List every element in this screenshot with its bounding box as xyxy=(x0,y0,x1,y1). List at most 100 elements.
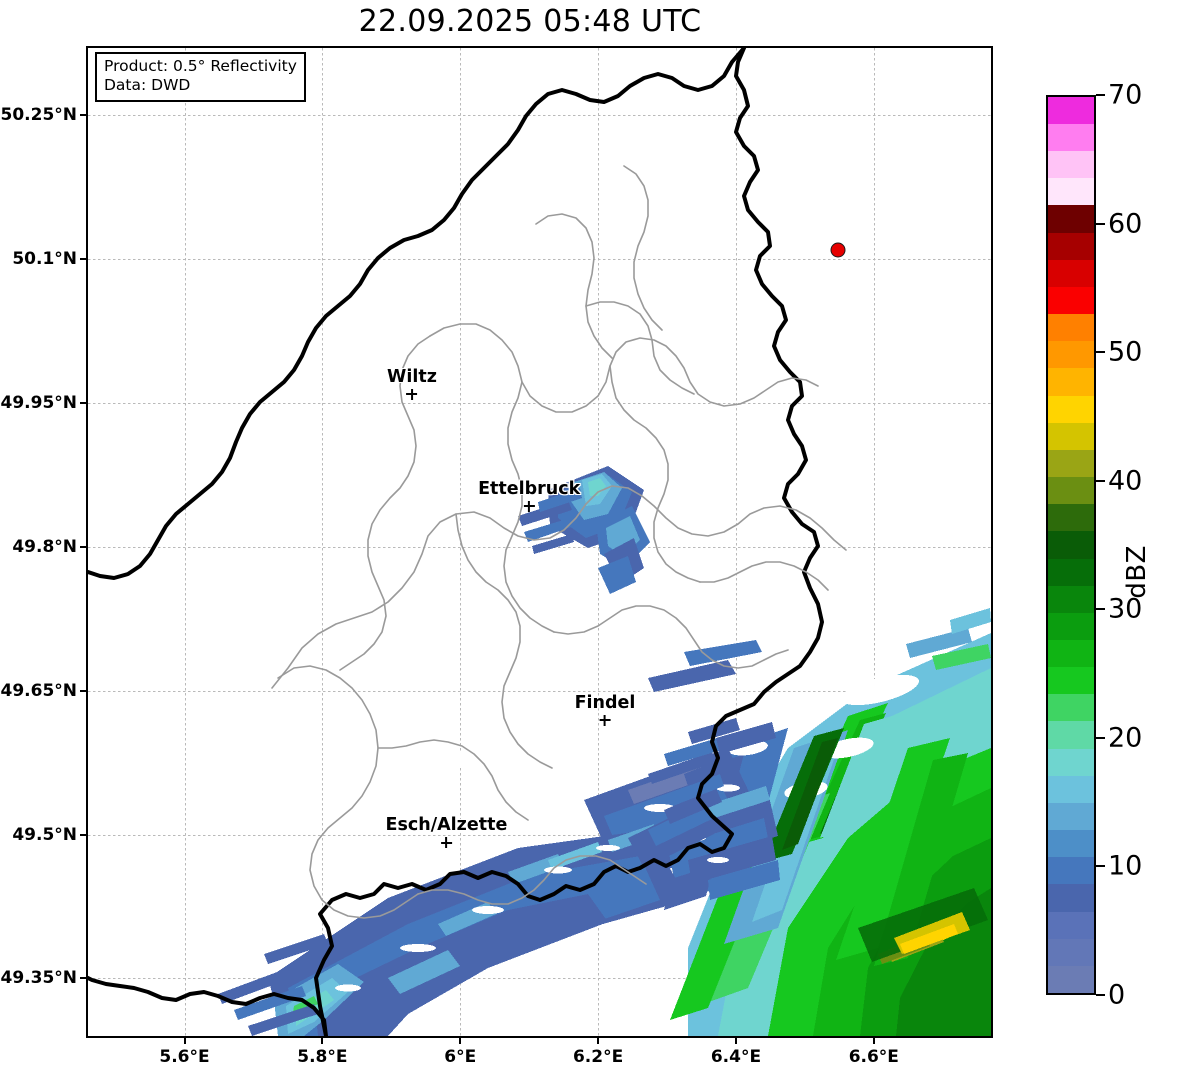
colorbar-band-24 xyxy=(1048,314,1094,342)
colorbar-tick-mark-5 xyxy=(1096,351,1105,354)
colorbar-band-1 xyxy=(1048,938,1094,966)
gridline-lon-5 xyxy=(873,48,875,1036)
colorbar-band-31 xyxy=(1048,124,1094,152)
colorbar-axis-label: dBZ xyxy=(1122,545,1152,599)
colorbar-band-18 xyxy=(1048,477,1094,505)
lon-tick-label-4: 6.4°E xyxy=(710,1047,762,1067)
gridline-lon-4 xyxy=(735,48,737,1036)
lon-tick-label-1: 5.8°E xyxy=(297,1047,348,1067)
colorbar-band-19 xyxy=(1048,449,1094,478)
colorbar-band-17 xyxy=(1048,504,1094,532)
colorbar-band-0 xyxy=(1048,965,1094,993)
colorbar[interactable]: 0 10 20 30 40 50 60 70 xyxy=(1046,80,1142,1011)
lon-tick-label-3: 6.2°E xyxy=(572,1047,624,1067)
radar-site-marker[interactable] xyxy=(830,242,846,258)
lat-tick-mark-3 xyxy=(80,545,86,548)
echo-southeast xyxy=(428,608,991,1036)
lon-tick-mark-5 xyxy=(872,1038,875,1044)
lat-tick-mark-0 xyxy=(80,114,86,117)
colorbar-tick-label-6: 60 xyxy=(1108,208,1143,240)
gridline-lat-5 xyxy=(88,834,991,836)
echo-ettelbruck xyxy=(518,466,650,594)
gridline-lon-1 xyxy=(322,48,324,1036)
colorbar-tick-mark-7 xyxy=(1096,94,1105,96)
lon-tick-label-5: 6.6°E xyxy=(848,1047,899,1067)
lon-tick-label-2: 6°E xyxy=(444,1047,477,1067)
lat-tick-mark-2 xyxy=(80,401,86,404)
lon-tick-mark-1 xyxy=(321,1038,324,1044)
lon-tick-mark-3 xyxy=(597,1038,600,1044)
colorbar-tick-mark-2 xyxy=(1096,736,1105,739)
lat-tick-label-3: 49.8°N xyxy=(12,536,77,557)
colorbar-band-29 xyxy=(1048,178,1094,206)
colorbar-band-25 xyxy=(1048,286,1094,315)
lon-tick-mark-0 xyxy=(183,1038,186,1044)
gridline-lon-0 xyxy=(184,48,186,1036)
colorbar-tick-label-3: 30 xyxy=(1108,593,1143,625)
lat-tick-label-0: 50.25°N xyxy=(0,105,78,126)
colorbar-tick-label-5: 50 xyxy=(1108,336,1143,368)
colorbar-band-11 xyxy=(1048,667,1094,695)
colorbar-band-13 xyxy=(1048,612,1094,640)
colorbar-band-7 xyxy=(1048,775,1094,803)
colorbar-tick-label-4: 40 xyxy=(1108,465,1143,497)
colorbar-band-5 xyxy=(1048,830,1094,858)
lat-tick-label-2: 49.95°N xyxy=(0,392,78,413)
colorbar-band-4 xyxy=(1048,857,1094,885)
colorbar-band-27 xyxy=(1048,232,1094,260)
lon-tick-label-0: 5.6°E xyxy=(159,1047,210,1067)
colorbar-band-32 xyxy=(1048,96,1094,124)
colorbar-tick-mark-0 xyxy=(1096,994,1105,996)
colorbar-band-21 xyxy=(1048,395,1094,423)
map-canvas: Wiltz Ettelbruck Findel Esch/Alzette xyxy=(88,48,991,1036)
colorbar-band-3 xyxy=(1048,884,1094,912)
colorbar-gradient xyxy=(1046,95,1096,995)
colorbar-band-16 xyxy=(1048,531,1094,559)
page-title: 22.09.2025 05:48 UTC xyxy=(358,4,702,39)
colorbar-band-15 xyxy=(1048,558,1094,586)
admin-boundaries xyxy=(271,165,847,919)
gridline-lat-4 xyxy=(88,690,991,692)
national-border xyxy=(88,48,824,1036)
colorbar-band-8 xyxy=(1048,748,1094,776)
colorbar-band-30 xyxy=(1048,151,1094,179)
product-info-box: Product: 0.5° Reflectivity Data: DWD xyxy=(95,52,306,102)
colorbar-band-22 xyxy=(1048,368,1094,396)
colorbar-tick-mark-3 xyxy=(1096,608,1105,611)
echo-southwest xyxy=(218,758,728,1036)
gridline-lat-0 xyxy=(88,115,991,117)
radar-echo-layer xyxy=(88,48,991,1036)
info-product-line: Product: 0.5° Reflectivity xyxy=(104,57,297,75)
lat-tick-label-4: 49.65°N xyxy=(0,680,78,701)
colorbar-band-6 xyxy=(1048,802,1094,831)
lat-tick-label-1: 50.1°N xyxy=(12,249,77,270)
colorbar-tick-mark-6 xyxy=(1096,222,1105,225)
colorbar-tick-label-7: 70 xyxy=(1108,79,1143,111)
colorbar-band-28 xyxy=(1048,205,1094,233)
colorbar-band-12 xyxy=(1048,639,1094,668)
colorbar-band-23 xyxy=(1048,341,1094,369)
lat-tick-mark-4 xyxy=(80,689,86,692)
gridline-lat-1 xyxy=(88,259,991,261)
lat-tick-label-5: 49.5°N xyxy=(12,824,77,845)
lat-tick-mark-1 xyxy=(80,258,86,261)
lon-tick-mark-4 xyxy=(734,1038,737,1044)
info-data-line: Data: DWD xyxy=(104,76,191,95)
colorbar-tick-label-1: 10 xyxy=(1108,850,1143,882)
colorbar-band-26 xyxy=(1048,259,1094,287)
lat-tick-label-6: 49.35°N xyxy=(0,968,78,989)
colorbar-band-2 xyxy=(1048,911,1094,939)
colorbar-band-20 xyxy=(1048,422,1094,450)
gridline-lat-6 xyxy=(88,978,991,980)
colorbar-tick-label-2: 20 xyxy=(1108,722,1143,754)
colorbar-band-14 xyxy=(1048,585,1094,613)
lat-tick-mark-5 xyxy=(80,833,86,836)
colorbar-band-9 xyxy=(1048,721,1094,749)
colorbar-band-10 xyxy=(1048,694,1094,722)
lon-tick-mark-2 xyxy=(459,1038,462,1044)
colorbar-tick-mark-4 xyxy=(1096,479,1105,482)
radar-map-plot[interactable]: Wiltz Ettelbruck Findel Esch/Alzette xyxy=(86,46,993,1038)
lat-tick-mark-6 xyxy=(80,977,86,980)
colorbar-tick-label-0: 0 xyxy=(1108,979,1126,1011)
colorbar-tick-mark-1 xyxy=(1096,865,1105,868)
